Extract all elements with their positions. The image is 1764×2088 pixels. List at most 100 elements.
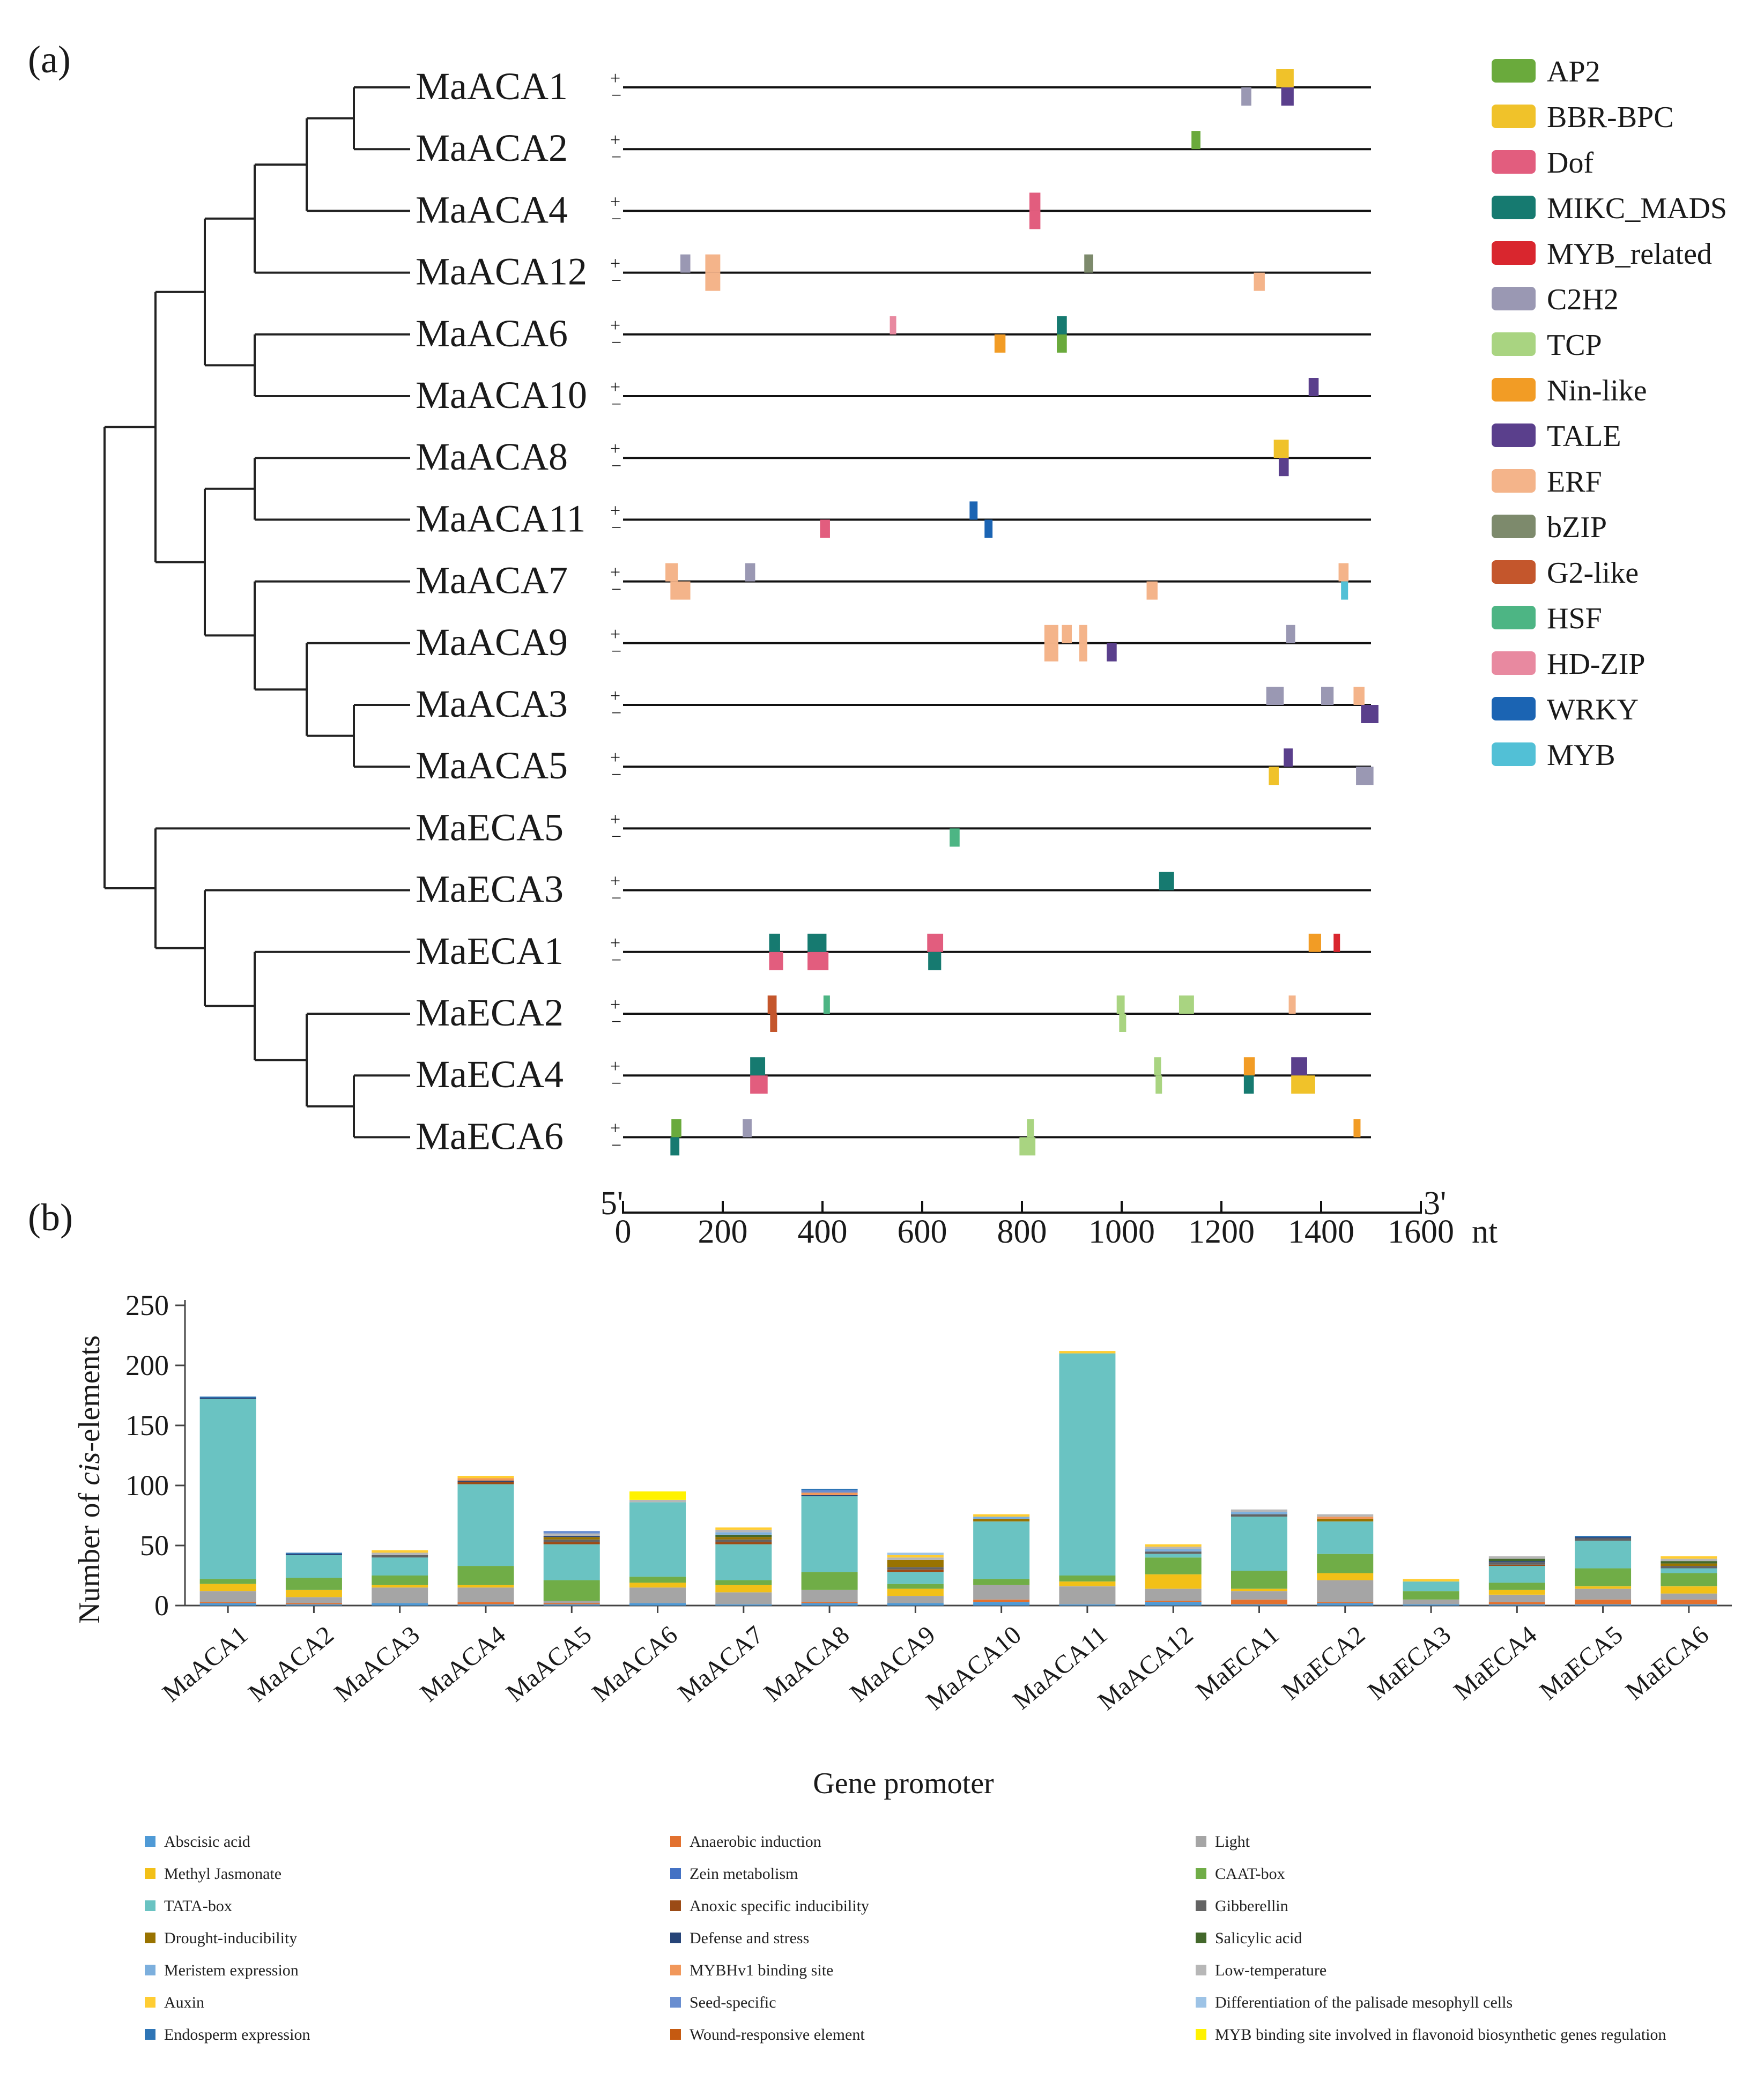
bar-segment-MaACA12 <box>1145 1588 1202 1601</box>
bar-segment-MaACA5 <box>543 1542 600 1544</box>
nucleotide-axis: 5' 3' nt 0 200 400 600 800 1000 1200 1400 1600 <box>601 1185 1498 1250</box>
x-tick-label-MaACA11: MaACA11 <box>1007 1621 1113 1715</box>
motif-ERF-MaACA3 <box>1353 687 1365 705</box>
strand-plus-MaECA4: + <box>610 1057 620 1076</box>
strand-plus-MaACA4: + <box>610 192 620 212</box>
legend-label-MYB_related: MYB_related <box>1547 237 1712 271</box>
bar-segment-MaACA12 <box>1145 1574 1202 1589</box>
strand-plus-MaACA8: + <box>610 439 620 459</box>
bar-segment-MaECA4 <box>1488 1589 1545 1595</box>
bar-segment-MaACA7 <box>715 1592 772 1604</box>
bar-segment-MaACA2 <box>285 1555 342 1578</box>
nt-tick-label-1000: 1000 <box>1088 1214 1155 1250</box>
motif-ERF-MaECA2 <box>1288 995 1296 1014</box>
motif-AP2-MaACA6 <box>1057 334 1067 353</box>
bar-segment-MaECA3 <box>1403 1599 1459 1604</box>
gene-label-MaECA1: MaECA1 <box>416 930 564 972</box>
motif-TCP-MaECA6 <box>1019 1137 1036 1156</box>
y-tick-label-50: 50 <box>140 1529 169 1562</box>
legend-swatch-Defense and stress <box>670 1933 681 1943</box>
legend-swatch-WRKY <box>1492 697 1536 720</box>
x-tick-label-MaACA5: MaACA5 <box>501 1621 597 1707</box>
motif-TALE-MaACA10 <box>1308 378 1319 396</box>
motif-Dof-MaACA4 <box>1029 192 1041 211</box>
legend-label-ERF: ERF <box>1547 465 1602 499</box>
bar-segment-MaACA6 <box>629 1587 686 1603</box>
panel-b-label: (b) <box>28 1196 73 1239</box>
strand-plus-MaECA3: + <box>610 872 620 891</box>
motif-ERF-MaACA9 <box>1044 643 1058 662</box>
motif-MIKC_MADS-MaACA6 <box>1057 316 1067 335</box>
bar-segment-MaACA1 <box>199 1591 256 1602</box>
bar-segment-MaACA10 <box>973 1517 1030 1519</box>
x-tick-label-MaECA4: MaECA4 <box>1448 1621 1542 1706</box>
bar-segment-MaACA5 <box>543 1580 600 1601</box>
motif-bZIP-MaACA12 <box>1084 254 1093 273</box>
motif-Nin-like-MaECA1 <box>1308 933 1321 952</box>
legend-label-bZIP: bZIP <box>1547 511 1607 544</box>
legend-swatch-Differentiation of the palisade mesophyll cells <box>1196 1997 1206 2008</box>
bar-segment-MaECA5 <box>1575 1541 1632 1569</box>
strand-plus-MaACA7: + <box>610 563 620 583</box>
bar-segment-MaACA1 <box>199 1399 256 1579</box>
y-axis-title-text: Number of cis-elements <box>73 1335 106 1624</box>
strand-minus-MaECA2: − <box>611 1012 621 1032</box>
motif-AP2-MaACA2 <box>1191 131 1200 150</box>
motif-HD-ZIP-MaACA6 <box>890 316 896 335</box>
bar-segment-MaECA4 <box>1488 1582 1545 1590</box>
strand-minus-MaACA2: − <box>611 147 621 167</box>
bar-segment-MaECA1 <box>1231 1591 1287 1600</box>
bar-segment-MaECA5 <box>1575 1568 1632 1587</box>
motif-ERF-MaACA12 <box>1254 272 1265 291</box>
bar-segment-MaECA5 <box>1575 1599 1632 1604</box>
strand-minus-MaACA8: − <box>611 456 621 476</box>
bar-segment-MaACA9 <box>887 1557 944 1560</box>
x-tick-label-MaACA1: MaACA1 <box>157 1621 253 1707</box>
bar-segment-MaACA8 <box>801 1489 858 1490</box>
legend-label-MYB: MYB <box>1547 739 1615 772</box>
bar-segment-MaACA8 <box>801 1589 858 1602</box>
legend-swatch-Zein metabolism <box>670 1868 681 1879</box>
bar-segment-MaACA3 <box>372 1550 428 1553</box>
bar-segment-MaACA5 <box>543 1604 600 1606</box>
bar-segment-MaACA4 <box>457 1478 514 1481</box>
bar-segment-MaACA10 <box>973 1599 1030 1602</box>
strand-plus-MaECA5: + <box>610 809 620 829</box>
legend-label-TALE: TALE <box>1547 420 1621 453</box>
x-tick-label-MaACA4: MaACA4 <box>415 1621 511 1707</box>
bar-segment-MaACA7 <box>715 1585 772 1593</box>
motif-Nin-like-MaECA6 <box>1353 1119 1361 1138</box>
gene-label-MaECA5: MaECA5 <box>416 806 564 849</box>
motif-ERF-MaACA7 <box>1146 581 1158 600</box>
bar-segment-MaACA5 <box>543 1539 600 1542</box>
bar-segment-MaECA4 <box>1488 1594 1545 1602</box>
bar-segment-MaACA12 <box>1145 1547 1202 1549</box>
x-tick-label-MaACA2: MaACA2 <box>243 1621 339 1707</box>
bar-segment-MaECA5 <box>1575 1586 1632 1589</box>
y-tick-label-250: 250 <box>125 1289 169 1321</box>
motif-BBR-BPC-MaECA4 <box>1291 1075 1315 1094</box>
motif-MIKC_MADS-MaECA1 <box>769 933 780 952</box>
strand-minus-MaECA4: − <box>611 1074 621 1094</box>
y-axis-title: Number of cis-elements <box>73 1335 106 1624</box>
bar-segment-MaECA6 <box>1661 1573 1717 1587</box>
bar-segment-MaACA11 <box>1059 1581 1116 1587</box>
bar-segment-MaACA4 <box>457 1566 514 1585</box>
strand-plus-MaACA6: + <box>610 316 620 336</box>
bar-segment-MaACA1 <box>199 1602 256 1603</box>
motif-C2H2-MaACA3 <box>1266 687 1284 705</box>
legend-label-Anoxic specific inducibility: Anoxic specific inducibility <box>690 1897 869 1915</box>
motif-Nin-like-MaECA4 <box>1243 1057 1255 1076</box>
strand-plus-MaACA12: + <box>610 254 620 274</box>
bar-segment-MaACA7 <box>715 1529 772 1533</box>
motif-HSF-MaECA5 <box>950 828 960 847</box>
bar-segment-MaACA7 <box>715 1580 772 1585</box>
five-prime-label: 5' <box>601 1185 623 1222</box>
bar-segment-MaACA3 <box>372 1585 428 1588</box>
bar-segment-MaECA1 <box>1231 1517 1287 1571</box>
gene-label-MaACA2: MaACA2 <box>416 127 568 169</box>
bar-segment-MaACA2 <box>285 1554 342 1555</box>
motif-ERF-MaACA9 <box>1062 625 1072 643</box>
legend-label-Light: Light <box>1215 1833 1250 1851</box>
motif-ERF-MaACA12 <box>705 254 721 273</box>
